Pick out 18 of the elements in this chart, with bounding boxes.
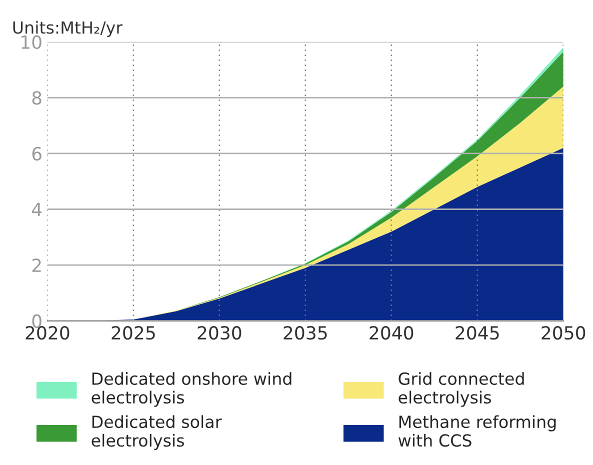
legend-label: Methane reforming with CCS (398, 415, 556, 447)
x-tick-label: 2040 (370, 326, 414, 340)
legend-label: Grid connected electrolysis (398, 372, 524, 407)
y-tick-label: 8 (32, 91, 42, 105)
legend-label: Dedicated solar electrolysis (92, 415, 222, 450)
chart-title: Units:MtH₂/yr (13, 20, 123, 38)
y-tick-label: 0 (32, 314, 42, 328)
y-tick-label: 10 (22, 35, 42, 49)
x-tick-label: 2020 (26, 326, 70, 340)
x-tick-label: 2035 (284, 326, 327, 340)
y-tick-label: 6 (32, 146, 42, 161)
x-tick-label: 2025 (112, 326, 155, 340)
x-tick-label: 2045 (456, 326, 499, 340)
x-tick-label: 2050 (542, 326, 586, 340)
y-tick-label: 2 (32, 258, 41, 272)
legend-label: Dedicated onshore wind electrolysis (92, 372, 292, 407)
x-tick-label: 2030 (198, 326, 242, 340)
y-tick-label: 4 (32, 202, 42, 216)
